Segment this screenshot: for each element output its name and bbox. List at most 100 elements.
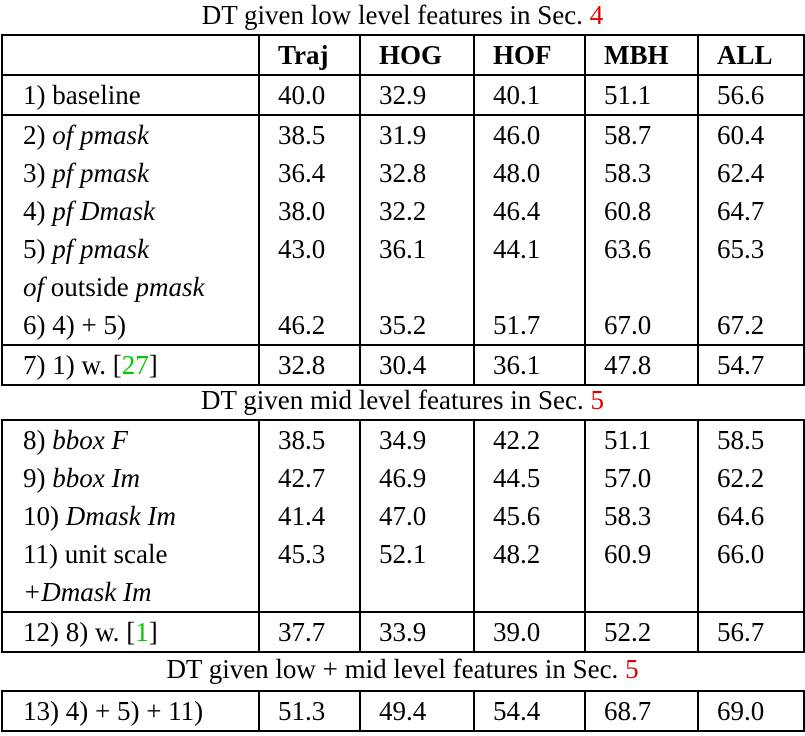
table-mid-level: 8) bbox F 38.5 34.9 42.2 51.1 58.5 9) bb… — [1, 419, 805, 653]
cell: 46.9 — [359, 459, 475, 497]
row-method: of — [23, 272, 45, 302]
row-method: pmask — [135, 272, 205, 302]
cell: 48.2 — [473, 535, 586, 573]
row-method: bbox Im — [52, 463, 140, 493]
row-label: of outside pmask — [1, 268, 260, 306]
row-label: 12) 8) w. [1] — [1, 611, 260, 653]
cell: 65.3 — [697, 230, 805, 268]
caption-both-ref[interactable]: 5 — [625, 654, 639, 684]
table-row: 13) 4) + 5) + 11) 51.3 49.4 54.4 68.7 69… — [1, 690, 805, 732]
cell: 42.7 — [258, 459, 361, 497]
row-method: pf pmask — [52, 234, 149, 264]
cell: 58.5 — [697, 419, 805, 459]
cell: 42.2 — [473, 419, 586, 459]
row-number: 9) — [23, 463, 53, 493]
table-row: 5) pf pmask 43.0 36.1 44.1 63.6 65.3 — [1, 230, 805, 268]
cell: 60.9 — [584, 535, 699, 573]
cell: 63.6 — [584, 230, 699, 268]
cell: 51.3 — [258, 690, 361, 732]
table-low-mid-level: 13) 4) + 5) + 11) 51.3 49.4 54.4 68.7 69… — [1, 690, 805, 732]
cell: 58.3 — [584, 497, 699, 535]
cell: 36.1 — [473, 344, 586, 386]
cell: 45.3 — [258, 535, 361, 573]
row-number: 4) — [23, 196, 53, 226]
caption-mid-level: DT given mid level features in Sec. 5 — [0, 385, 805, 415]
table-low-level: Traj HOG HOF MBH ALL 1) baseline 40.0 32… — [1, 34, 805, 386]
row-method: Dmask Im — [65, 501, 176, 531]
cell: 48.0 — [473, 154, 586, 192]
cell-best: 69.0 — [697, 690, 805, 732]
cell: 32.8 — [258, 344, 361, 386]
cell: 36.1 — [359, 230, 475, 268]
row-method-connector: outside — [44, 272, 136, 302]
cell: 46.0 — [473, 114, 586, 154]
caption-mid-text: DT given mid level features in Sec. — [201, 385, 591, 415]
row-label: 7) 1) w. [27] — [1, 344, 260, 386]
caption-low-text: DT given low level features in Sec. — [201, 0, 590, 30]
row-label-text: 12) 8) w. [ — [23, 617, 136, 647]
cell: 68.7 — [584, 690, 699, 732]
cell: 44.5 — [473, 459, 586, 497]
caption-low-ref[interactable]: 4 — [589, 0, 604, 30]
table-row: 11) unit scale 45.3 52.1 48.2 60.9 66.0 — [1, 535, 805, 573]
cell: 57.0 — [584, 459, 699, 497]
header-blank — [1, 34, 260, 75]
cell-best: 66.0 — [697, 535, 805, 573]
table-row-continuation: of outside pmask — [1, 268, 805, 306]
cell: 62.2 — [697, 459, 805, 497]
table-row: 8) bbox F 38.5 34.9 42.2 51.1 58.5 — [1, 419, 805, 459]
row-method: pf pmask — [52, 158, 149, 188]
cell-best: 52.1 — [359, 535, 475, 573]
cell: 33.9 — [359, 611, 475, 653]
cell: 43.0 — [258, 230, 361, 268]
cell: 38.5 — [258, 114, 361, 154]
row-label: 4) pf Dmask — [1, 192, 260, 230]
row-method: bbox F — [52, 425, 128, 455]
table-row: 4) pf Dmask 38.0 32.2 46.4 60.8 64.7 — [1, 192, 805, 230]
cell: 34.9 — [359, 419, 475, 459]
table-row: 2) of pmask 38.5 31.9 46.0 58.7 60.4 — [1, 114, 805, 154]
cell: 32.8 — [359, 154, 475, 192]
table-row: 12) 8) w. [1] 37.7 33.9 39.0 52.2 56.7 — [1, 611, 805, 653]
header-traj: Traj — [258, 34, 361, 75]
cell: 54.4 — [473, 690, 586, 732]
row-label: 13) 4) + 5) + 11) — [1, 690, 260, 732]
citation-link[interactable]: 1 — [135, 617, 149, 647]
cell: 39.0 — [473, 611, 586, 653]
citation-link[interactable]: 27 — [121, 350, 149, 380]
row-label: 5) pf pmask — [1, 230, 260, 268]
caption-low-level: DT given low level features in Sec. 4 — [0, 0, 805, 30]
row-label: 2) of pmask — [1, 114, 260, 154]
table-row: 9) bbox Im 42.7 46.9 44.5 57.0 62.2 — [1, 459, 805, 497]
caption-mid-ref[interactable]: 5 — [590, 385, 604, 415]
table-row: 6) 4) + 5) 46.2 35.2 51.7 67.0 67.2 — [1, 306, 805, 345]
cell: 41.4 — [258, 497, 361, 535]
table-row: 7) 1) w. [27] 32.8 30.4 36.1 47.8 54.7 — [1, 344, 805, 386]
cell-best: 46.2 — [258, 306, 361, 345]
row-number: 5) — [23, 234, 53, 264]
row-label-text: ] — [148, 617, 158, 647]
cell: 51.1 — [584, 74, 699, 115]
cell: 38.0 — [258, 192, 361, 230]
row-label: 6) 4) + 5) — [1, 306, 260, 345]
table-row: 3) pf pmask 36.4 32.8 48.0 58.3 62.4 — [1, 154, 805, 192]
row-label: 11) unit scale — [1, 535, 260, 573]
cell: 54.7 — [697, 344, 805, 386]
row-label: 3) pf pmask — [1, 154, 260, 192]
header-all: ALL — [697, 34, 805, 75]
cell: 49.4 — [359, 690, 475, 732]
header-row: Traj HOG HOF MBH ALL — [1, 34, 805, 75]
cell: 51.1 — [584, 419, 699, 459]
row-number: 3) — [23, 158, 53, 188]
row-number: 10) — [23, 501, 66, 531]
cell: 45.6 — [473, 497, 586, 535]
cell: 44.1 — [473, 230, 586, 268]
cell: 64.7 — [697, 192, 805, 230]
cell: 58.7 — [584, 114, 699, 154]
cell: 31.9 — [359, 114, 475, 154]
header-mbh: MBH — [584, 34, 699, 75]
cell: 52.2 — [584, 611, 699, 653]
row-label: 10) Dmask Im — [1, 497, 260, 535]
cell: 47.8 — [584, 344, 699, 386]
cell: 40.0 — [258, 74, 361, 115]
